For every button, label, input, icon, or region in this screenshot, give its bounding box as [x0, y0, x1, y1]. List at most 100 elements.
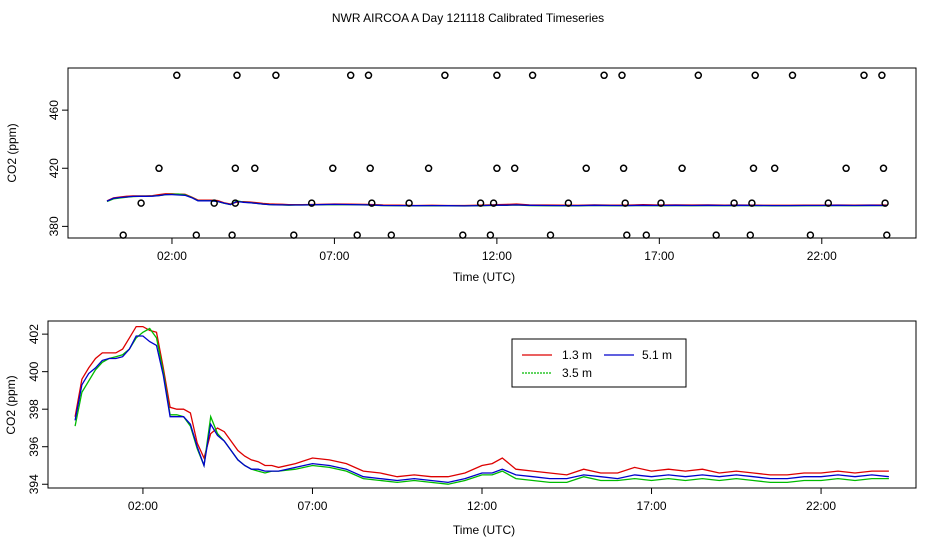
- series-line-5-1-m: [106, 193, 887, 207]
- scatter-point: [290, 231, 298, 239]
- scatter-point: [749, 164, 758, 173]
- bottom-panel: 394 396 398 400 402 02:00 07:00 12:00 17:00 22:0…: [4, 320, 917, 537]
- bottom-y-axis: 394 396 398 400 402: [27, 324, 48, 494]
- scatter-point: [493, 164, 501, 173]
- scatter-point: [878, 71, 886, 80]
- legend: 1.3 m 5.1 m 3.5 m: [511, 338, 687, 388]
- y-tick-label: 394: [27, 474, 41, 494]
- x-tick-label: 22:00: [807, 249, 837, 263]
- scatter-point: [582, 164, 590, 173]
- scatter-point: [623, 231, 631, 239]
- scatter-point: [824, 199, 833, 207]
- scatter-point: [564, 199, 573, 207]
- x-tick-label: 12:00: [467, 499, 497, 513]
- scatter-point: [459, 231, 467, 239]
- scatter-point: [746, 231, 755, 239]
- scatter-point: [137, 199, 145, 207]
- x-tick-label: 22:00: [806, 499, 836, 513]
- scatter-point: [119, 231, 127, 239]
- scatter-point: [210, 199, 218, 207]
- scatter-point: [642, 231, 651, 239]
- scatter-point: [770, 164, 779, 173]
- scatter-point: [231, 164, 240, 173]
- y-tick-label: 400: [27, 361, 41, 381]
- scatter-point: [528, 71, 537, 80]
- series-line-3-5-m: [74, 327, 889, 485]
- scatter-point: [657, 199, 665, 207]
- top-series-lines: [106, 193, 887, 207]
- scatter-point: [618, 71, 626, 80]
- y-tick-label: 380: [47, 216, 61, 236]
- y-tick-label: 420: [47, 158, 61, 178]
- x-tick-label: 07:00: [319, 249, 349, 263]
- bottom-series-lines: [74, 325, 889, 485]
- y-tick-label: 398: [27, 399, 41, 419]
- series-line-1-3-m: [74, 325, 889, 478]
- top-x-axis: 02:00 07:00 12:00 17:00 22:00: [157, 238, 837, 263]
- scatter-point: [883, 231, 891, 239]
- bottom-plot-frame: [47, 320, 917, 489]
- scatter-point: [489, 199, 498, 207]
- scatter-point: [353, 231, 361, 239]
- scatter-point: [842, 164, 850, 173]
- scatter-point: [155, 164, 163, 173]
- scatter-point: [751, 71, 759, 80]
- top-scatter-points: [119, 71, 891, 239]
- scatter-point: [881, 199, 889, 207]
- legend-label-3-5m: 3.5 m: [562, 366, 592, 380]
- y-tick-label: 402: [27, 324, 41, 344]
- top-y-axis-label: CO2 (ppm): [5, 123, 19, 182]
- top-plot-frame: [67, 67, 917, 239]
- legend-box: [511, 338, 687, 388]
- scatter-point: [346, 71, 355, 80]
- scatter-point: [272, 71, 280, 80]
- top-y-axis: 380 420 460: [47, 100, 68, 236]
- scatter-point: [307, 199, 316, 207]
- scatter-point: [619, 164, 628, 173]
- scatter-point: [364, 71, 373, 80]
- scatter-point: [231, 199, 240, 207]
- x-tick-label: 17:00: [644, 249, 674, 263]
- x-tick-label: 02:00: [157, 249, 187, 263]
- bottom-x-axis-label: Time (UTC): [453, 523, 515, 537]
- legend-label-1-3m: 1.3 m: [562, 348, 592, 362]
- legend-label-5-1m: 5.1 m: [642, 348, 672, 362]
- scatter-point: [730, 199, 738, 207]
- scatter-point: [546, 231, 555, 239]
- scatter-point: [441, 71, 449, 80]
- scatter-point: [510, 164, 519, 173]
- scatter-point: [486, 231, 495, 239]
- y-tick-label: 396: [27, 436, 41, 456]
- bottom-x-axis: 02:00 07:00 12:00 17:00 22:00: [128, 488, 836, 513]
- scatter-point: [788, 71, 797, 80]
- scatter-point: [192, 231, 201, 239]
- scatter-point: [748, 199, 756, 207]
- scatter-point: [387, 231, 396, 239]
- scatter-point: [329, 164, 337, 173]
- x-tick-label: 02:00: [128, 499, 158, 513]
- scatter-point: [228, 231, 236, 239]
- top-x-axis-label: Time (UTC): [453, 270, 515, 284]
- scatter-point: [405, 199, 413, 207]
- scatter-point: [860, 71, 868, 80]
- scatter-point: [806, 231, 815, 239]
- scatter-point: [173, 71, 181, 80]
- x-tick-label: 17:00: [637, 499, 667, 513]
- x-tick-label: 07:00: [297, 499, 327, 513]
- x-tick-label: 12:00: [482, 249, 512, 263]
- scatter-point: [712, 231, 720, 239]
- chart-title: NWR AIRCOA A Day 121118 Calibrated Times…: [332, 11, 604, 25]
- y-tick-label: 460: [47, 100, 61, 120]
- scatter-point: [694, 71, 703, 80]
- scatter-point: [233, 71, 241, 80]
- bottom-y-axis-label: CO2 (ppm): [4, 375, 18, 434]
- series-line-5-1-m: [74, 335, 889, 484]
- scatter-point: [424, 164, 433, 173]
- scatter-point: [621, 199, 629, 207]
- scatter-point: [879, 164, 888, 173]
- scatter-point: [366, 164, 374, 173]
- scatter-point: [251, 164, 259, 173]
- top-panel: 380 420 460 02:00 07:00 12:00 17:00 22:00 Time…: [5, 67, 917, 284]
- scatter-point: [678, 164, 686, 173]
